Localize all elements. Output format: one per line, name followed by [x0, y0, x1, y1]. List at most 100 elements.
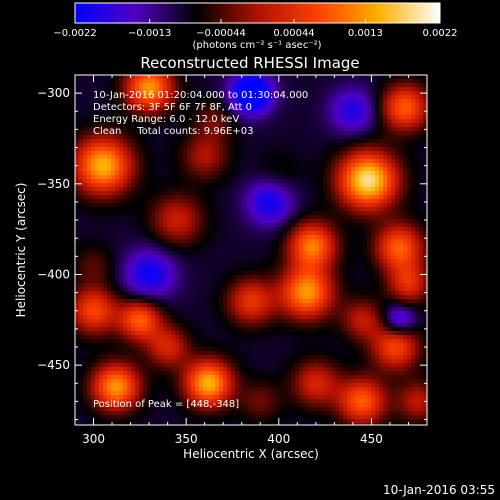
- heatmap-cell: [263, 339, 268, 344]
- heatmap-cell: [283, 99, 288, 104]
- heatmap-cell: [263, 195, 268, 200]
- heatmap-cell: [235, 371, 240, 376]
- heatmap-cell: [267, 295, 272, 300]
- heatmap-cell: [111, 247, 116, 252]
- heatmap-cell: [183, 371, 188, 376]
- heatmap-cell: [227, 319, 232, 324]
- heatmap-cell: [147, 175, 152, 180]
- heatmap-cell: [243, 131, 248, 136]
- heatmap-cell: [255, 255, 260, 260]
- heatmap-cell: [115, 231, 120, 236]
- heatmap-cell: [247, 387, 252, 392]
- heatmap-cell: [207, 99, 212, 104]
- heatmap-cell: [207, 375, 212, 380]
- heatmap-cell: [223, 123, 228, 128]
- heatmap-cell: [247, 183, 252, 188]
- heatmap-cell: [79, 287, 84, 292]
- heatmap-cell: [131, 115, 136, 120]
- heatmap-cell: [127, 407, 132, 412]
- heatmap-cell: [143, 399, 148, 404]
- heatmap-cell: [179, 167, 184, 172]
- heatmap-cell: [87, 179, 92, 184]
- heatmap-cell: [119, 223, 124, 228]
- heatmap-cell: [131, 187, 136, 192]
- heatmap-cell: [103, 99, 108, 104]
- heatmap-cell: [291, 295, 296, 300]
- heatmap-cell: [139, 423, 144, 425]
- heatmap-cell: [219, 295, 224, 300]
- heatmap-cell: [183, 79, 188, 84]
- heatmap-cell: [139, 339, 144, 344]
- heatmap-cell: [139, 319, 144, 324]
- heatmap-cell: [199, 331, 204, 336]
- heatmap-cell: [243, 95, 248, 100]
- heatmap-cell: [279, 275, 284, 280]
- heatmap-cell: [199, 219, 204, 224]
- heatmap-cell: [275, 163, 280, 168]
- heatmap-cell: [159, 103, 164, 108]
- heatmap-cell: [211, 387, 216, 392]
- heatmap-cell: [267, 355, 272, 360]
- heatmap-cell: [191, 179, 196, 184]
- heatmap-cell: [263, 379, 268, 384]
- heatmap-cell: [119, 75, 124, 80]
- heatmap-cell: [195, 175, 200, 180]
- heatmap-cell: [203, 351, 208, 356]
- heatmap-cell: [87, 291, 92, 296]
- heatmap-cell: [91, 275, 96, 280]
- heatmap-cell: [259, 423, 264, 425]
- heatmap-cell: [135, 231, 140, 236]
- heatmap-cell: [127, 415, 132, 420]
- heatmap-cell: [251, 287, 256, 292]
- heatmap-cell: [251, 199, 256, 204]
- heatmap-cell: [203, 99, 208, 104]
- heatmap-cell: [127, 299, 132, 304]
- heatmap-cell: [91, 287, 96, 292]
- heatmap-cell: [211, 343, 216, 348]
- heatmap-cell: [155, 103, 160, 108]
- heatmap-cell: [295, 107, 300, 112]
- heatmap-cell: [195, 115, 200, 120]
- heatmap-cell: [75, 231, 80, 236]
- heatmap-cell: [287, 123, 292, 128]
- heatmap-cell: [131, 355, 136, 360]
- heatmap-cell: [263, 315, 268, 320]
- heatmap-cell: [235, 395, 240, 400]
- heatmap-cell: [135, 147, 140, 152]
- heatmap-cell: [215, 219, 220, 224]
- heatmap-cell: [127, 311, 132, 316]
- heatmap-cell: [95, 199, 100, 204]
- heatmap-cell: [227, 395, 232, 400]
- heatmap-cell: [87, 339, 92, 344]
- heatmap-cell: [275, 271, 280, 276]
- heatmap-cell: [119, 175, 124, 180]
- heatmap-cell: [119, 267, 124, 272]
- heatmap-cell: [79, 195, 84, 200]
- heatmap-cell: [263, 155, 268, 160]
- heatmap-cell: [227, 175, 232, 180]
- heatmap-cell: [219, 379, 224, 384]
- heatmap-cell: [167, 191, 172, 196]
- heatmap-cell: [79, 179, 84, 184]
- heatmap-cell: [99, 275, 104, 280]
- heatmap-cell: [199, 179, 204, 184]
- heatmap-cell: [175, 131, 180, 136]
- heatmap-cell: [195, 263, 200, 268]
- heatmap-cell: [111, 347, 116, 352]
- heatmap-cell: [171, 411, 176, 416]
- heatmap-cell: [287, 139, 292, 144]
- heatmap-cell: [215, 335, 220, 340]
- heatmap-cell: [159, 315, 164, 320]
- heatmap-cell: [255, 363, 260, 368]
- heatmap-cell: [139, 383, 144, 388]
- heatmap-cell: [79, 415, 84, 420]
- heatmap-cell: [127, 375, 132, 380]
- heatmap-cell: [147, 115, 152, 120]
- heatmap-cell: [255, 91, 260, 96]
- heatmap-cell: [159, 375, 164, 380]
- heatmap-cell: [91, 123, 96, 128]
- heatmap-cell: [251, 95, 256, 100]
- heatmap-cell: [171, 307, 176, 312]
- heatmap-cell: [211, 175, 216, 180]
- heatmap-cell: [215, 251, 220, 256]
